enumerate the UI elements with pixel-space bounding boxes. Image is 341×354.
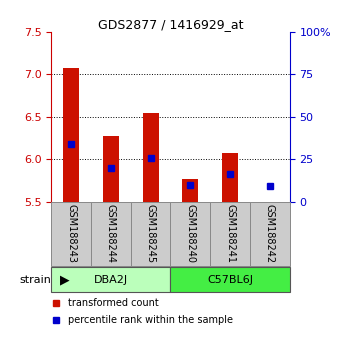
- Bar: [63, 68, 79, 202]
- Text: C57BL6J: C57BL6J: [207, 275, 253, 285]
- Text: ▶: ▶: [60, 273, 70, 286]
- Text: GSM188243: GSM188243: [66, 204, 76, 263]
- Bar: [51, 202, 91, 266]
- Title: GDS2877 / 1416929_at: GDS2877 / 1416929_at: [98, 18, 243, 31]
- Bar: [182, 179, 198, 202]
- Text: strain: strain: [19, 275, 51, 285]
- Bar: [51, 267, 170, 292]
- Bar: [222, 153, 238, 202]
- Bar: [143, 113, 159, 202]
- Bar: [210, 202, 250, 266]
- Text: DBA2J: DBA2J: [94, 275, 128, 285]
- Text: transformed count: transformed count: [68, 298, 159, 308]
- Bar: [91, 202, 131, 266]
- Bar: [250, 202, 290, 266]
- Bar: [103, 136, 119, 202]
- Text: GSM188241: GSM188241: [225, 204, 235, 263]
- Bar: [170, 202, 210, 266]
- Text: GSM188240: GSM188240: [186, 204, 195, 263]
- Text: GSM188245: GSM188245: [146, 204, 155, 263]
- Text: GSM188242: GSM188242: [265, 204, 275, 263]
- Text: GSM188244: GSM188244: [106, 204, 116, 263]
- Text: percentile rank within the sample: percentile rank within the sample: [68, 315, 233, 325]
- Bar: [131, 202, 170, 266]
- Bar: [170, 267, 290, 292]
